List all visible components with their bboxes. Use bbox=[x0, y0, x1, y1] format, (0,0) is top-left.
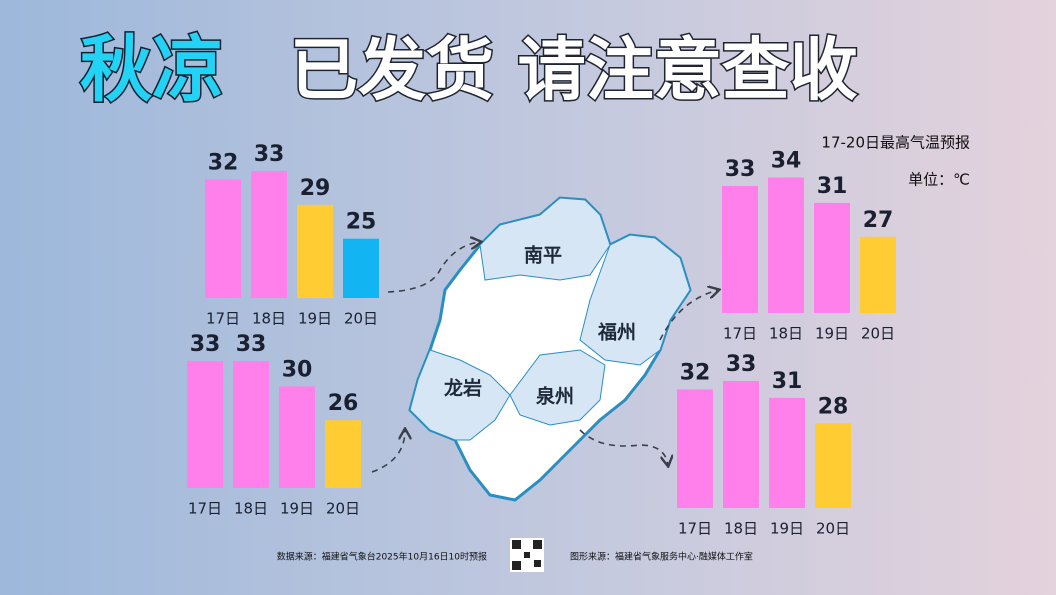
qr-code bbox=[510, 538, 544, 572]
qr-dot bbox=[534, 560, 541, 567]
x-tick-label: 17日 bbox=[723, 325, 757, 343]
bar bbox=[722, 185, 758, 313]
unit: 单位：℃ bbox=[908, 171, 970, 189]
bar bbox=[769, 397, 805, 508]
city-label: 福州 bbox=[597, 321, 636, 344]
region-nanping bbox=[479, 197, 611, 281]
bar bbox=[205, 179, 241, 298]
arrow bbox=[387, 242, 480, 293]
x-tick-label: 19日 bbox=[298, 310, 332, 328]
value-label: 29 bbox=[300, 176, 331, 201]
x-tick-label: 19日 bbox=[815, 325, 849, 343]
value-label: 27 bbox=[863, 208, 894, 233]
credit: 图形来源：福建省气象服务中心·融媒体工作室 bbox=[570, 551, 753, 563]
bar bbox=[233, 360, 269, 488]
bar bbox=[860, 236, 896, 313]
region-quanzhou bbox=[509, 349, 606, 426]
qr-dot bbox=[524, 552, 530, 558]
x-tick-label: 19日 bbox=[280, 500, 314, 518]
city-label: 龙岩 bbox=[444, 377, 482, 400]
arrow bbox=[659, 290, 718, 341]
x-tick-label: 20日 bbox=[861, 325, 895, 343]
value-label: 33 bbox=[725, 157, 756, 182]
region-fuzhou bbox=[579, 234, 691, 366]
value-label: 32 bbox=[680, 360, 711, 385]
source: 数据来源：福建省气象台2025年10月16日10时预报 bbox=[277, 551, 487, 563]
bar bbox=[723, 380, 759, 508]
x-tick-label: 18日 bbox=[252, 310, 286, 328]
qr-corner bbox=[512, 540, 521, 549]
bar bbox=[343, 238, 379, 298]
value-label: 30 bbox=[282, 357, 313, 382]
value-label: 31 bbox=[772, 369, 803, 394]
value-label: 33 bbox=[254, 142, 285, 167]
value-label: 26 bbox=[328, 391, 359, 416]
value-label: 25 bbox=[346, 210, 377, 235]
x-tick-label: 20日 bbox=[344, 310, 378, 328]
x-tick-label: 17日 bbox=[206, 310, 240, 328]
x-tick-label: 17日 bbox=[678, 520, 712, 538]
bar bbox=[297, 204, 333, 298]
x-tick-label: 17日 bbox=[188, 500, 222, 518]
x-tick-label: 20日 bbox=[326, 500, 360, 518]
value-label: 31 bbox=[817, 174, 848, 199]
title-highlight: 秋凉 bbox=[80, 28, 224, 112]
bar bbox=[325, 420, 361, 488]
city-label: 南平 bbox=[524, 245, 562, 267]
subtitle: 17-20日最高气温预报 bbox=[821, 134, 970, 152]
x-tick-label: 18日 bbox=[724, 520, 758, 538]
title: 已发货 请注意查收 bbox=[290, 32, 858, 111]
bar bbox=[768, 177, 804, 313]
x-tick-label: 18日 bbox=[769, 325, 803, 343]
value-label: 28 bbox=[818, 394, 849, 419]
bar bbox=[815, 423, 851, 508]
value-label: 33 bbox=[190, 332, 221, 357]
arrow bbox=[371, 430, 405, 473]
bar bbox=[187, 360, 223, 488]
value-label: 33 bbox=[236, 332, 267, 357]
bar bbox=[677, 389, 713, 508]
bar bbox=[251, 170, 287, 298]
x-tick-label: 18日 bbox=[234, 500, 268, 518]
arrow bbox=[579, 429, 668, 465]
x-tick-label: 20日 bbox=[816, 520, 850, 538]
x-tick-label: 19日 bbox=[770, 520, 804, 538]
qr-corner bbox=[533, 540, 542, 549]
bar bbox=[279, 386, 315, 488]
map bbox=[408, 196, 692, 502]
value-label: 34 bbox=[771, 148, 802, 173]
value-label: 32 bbox=[208, 150, 239, 175]
bar bbox=[814, 202, 850, 313]
qr-corner bbox=[512, 561, 521, 570]
value-label: 33 bbox=[726, 352, 757, 377]
region-longyan bbox=[409, 349, 511, 441]
city-label: 泉州 bbox=[535, 385, 574, 408]
